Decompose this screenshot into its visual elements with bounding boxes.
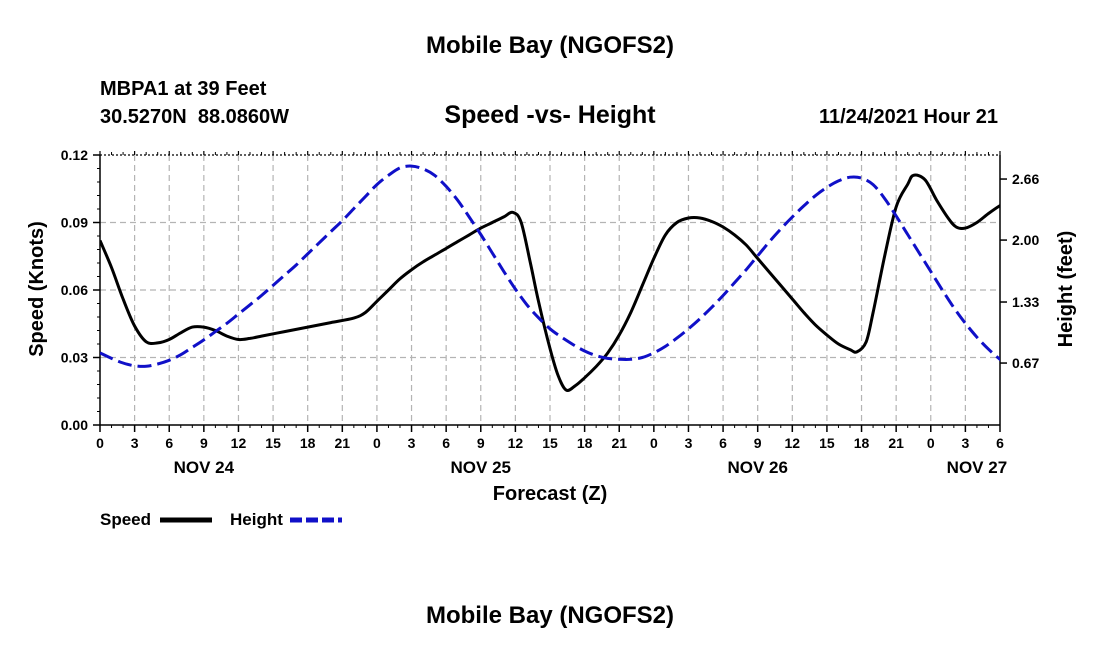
date-label: NOV 27 [947, 458, 1007, 477]
x-tick-label: 6 [719, 435, 727, 451]
x-tick-label: 15 [819, 435, 835, 451]
x-tick-label: 3 [961, 435, 969, 451]
height-series-line [100, 164, 1000, 368]
x-tick-label: 21 [335, 435, 351, 451]
series [100, 164, 1000, 392]
station-label: MBPA1 at 39 Feet [100, 78, 267, 100]
station-coordinates: 30.5270N 88.0860W [100, 106, 290, 128]
y-right-tick-label: 0.67 [1012, 355, 1039, 371]
y-right-tick-label: 1.33 [1012, 294, 1039, 310]
speed-series-line [100, 173, 1000, 392]
x-tick-label: 0 [927, 435, 935, 451]
y-axis-left-title: Speed (Knots) [26, 221, 48, 357]
x-tick-label: 0 [96, 435, 104, 451]
x-tick-label: 6 [165, 435, 173, 451]
legend-height-label: Height [230, 510, 283, 529]
x-tick-label: 6 [442, 435, 450, 451]
x-axis-title: Forecast (Z) [493, 483, 607, 505]
axes: 0 3 6 9 12 15 18 21 0 3 6 9 12 15 18 21 0 3 6 9 12 15 18 21 0 3 6N… [61, 147, 1040, 477]
date-label: NOV 26 [727, 458, 787, 477]
x-tick-label: 15 [265, 435, 281, 451]
x-tick-label: 18 [577, 435, 593, 451]
forecast-timestamp: 11/24/2021 Hour 21 [818, 106, 998, 128]
x-tick-label: 21 [611, 435, 627, 451]
grid [100, 155, 1000, 425]
x-tick-label: 3 [685, 435, 693, 451]
page-title: Mobile Bay (NGOFS2) [425, 32, 675, 59]
x-tick-label: 18 [854, 435, 870, 451]
x-tick-label: 6 [996, 435, 1004, 451]
date-label: NOV 24 [174, 458, 235, 477]
y-left-tick-label: 0.00 [61, 417, 88, 433]
x-tick-label: 15 [542, 435, 558, 451]
y-left-tick-label: 0.09 [61, 215, 88, 231]
y-right-tick-label: 2.66 [1012, 171, 1039, 187]
y-left-tick-label: 0.06 [61, 282, 88, 298]
x-tick-label: 3 [408, 435, 416, 451]
y-right-tick-label: 2.00 [1012, 232, 1039, 248]
x-tick-label: 9 [477, 435, 485, 451]
date-label: NOV 25 [451, 458, 511, 477]
x-tick-label: 21 [888, 435, 904, 451]
next-panel-title: Mobile Bay (NGOFS2) [425, 602, 675, 629]
x-tick-label: 0 [373, 435, 381, 451]
x-tick-label: 9 [200, 435, 208, 451]
y-axis-right-title: Height (feet) [1055, 231, 1077, 348]
legend-speed-label: Speed [100, 510, 151, 529]
x-tick-label: 12 [508, 435, 524, 451]
x-tick-label: 18 [300, 435, 316, 451]
legend: Speed Height [100, 510, 342, 529]
x-tick-label: 0 [650, 435, 658, 451]
y-left-tick-label: 0.03 [61, 350, 88, 366]
x-tick-label: 9 [754, 435, 762, 451]
x-tick-label: 12 [785, 435, 801, 451]
chart-subtitle: Speed -vs- Height [444, 101, 656, 129]
y-left-tick-label: 0.12 [61, 147, 88, 163]
x-tick-label: 3 [131, 435, 139, 451]
x-tick-label: 12 [231, 435, 247, 451]
